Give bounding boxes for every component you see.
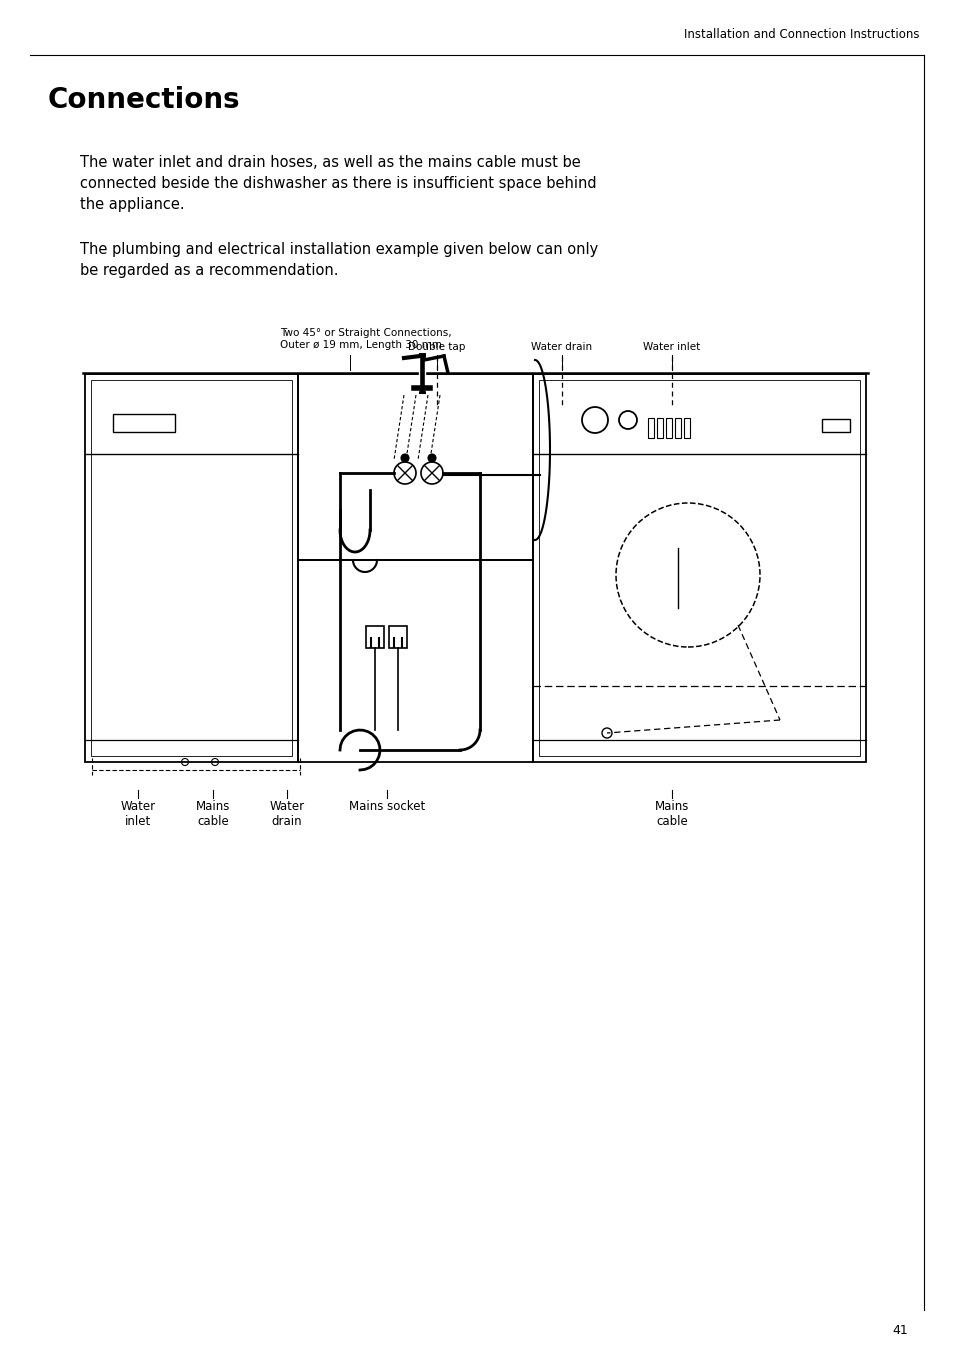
Text: Connections: Connections — [48, 87, 240, 114]
Bar — [683, 418, 689, 438]
Circle shape — [400, 454, 409, 462]
Bar — [657, 418, 662, 438]
Bar — [821, 419, 849, 433]
Text: Water inlet: Water inlet — [642, 342, 700, 352]
Bar — [297, 375, 533, 560]
Circle shape — [428, 454, 436, 462]
Text: 41: 41 — [891, 1324, 907, 1337]
Text: Water
drain: Water drain — [269, 800, 304, 827]
Text: The water inlet and drain hoses, as well as the mains cable must be
connected be: The water inlet and drain hoses, as well… — [80, 155, 596, 212]
Bar — [647, 418, 654, 438]
Text: Two 45° or Straight Connections,: Two 45° or Straight Connections, — [280, 329, 451, 338]
Text: Water
inlet: Water inlet — [120, 800, 155, 827]
Text: Mains socket: Mains socket — [349, 800, 425, 813]
Bar — [366, 626, 384, 648]
Bar — [112, 414, 174, 433]
Bar — [389, 626, 407, 648]
Bar — [297, 560, 533, 763]
Bar — [85, 375, 297, 763]
Text: Mains
cable: Mains cable — [654, 800, 688, 827]
Text: Outer ø 19 mm, Length 30 mm: Outer ø 19 mm, Length 30 mm — [280, 339, 441, 350]
Bar — [665, 418, 671, 438]
Bar — [538, 380, 859, 756]
Bar — [675, 418, 680, 438]
Text: Installation and Connection Instructions: Installation and Connection Instructions — [684, 28, 919, 42]
Bar — [533, 375, 865, 763]
Text: Water drain: Water drain — [531, 342, 592, 352]
Text: Double tap: Double tap — [408, 342, 465, 352]
Bar — [91, 380, 292, 756]
Text: The plumbing and electrical installation example given below can only
be regarde: The plumbing and electrical installation… — [80, 242, 598, 279]
Text: Mains
cable: Mains cable — [195, 800, 230, 827]
